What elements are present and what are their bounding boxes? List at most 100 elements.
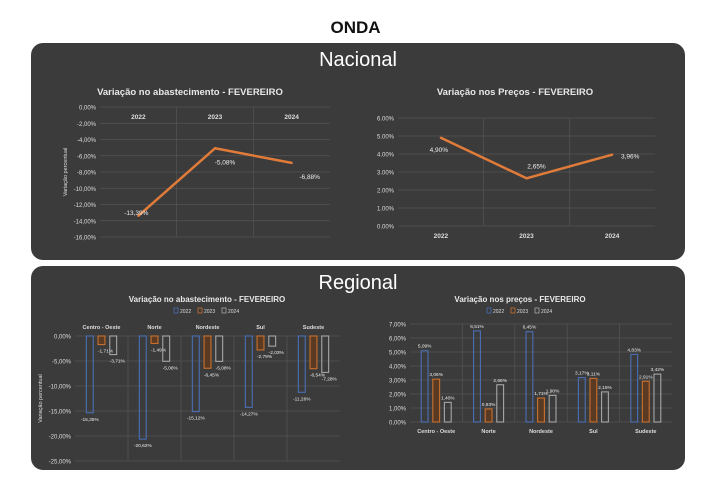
bar-2023 xyxy=(97,335,106,346)
data-label: -5,06% xyxy=(163,365,179,371)
legend-swatch-2024 xyxy=(534,307,540,314)
page-title: ONDA xyxy=(330,18,381,37)
bar-2024 xyxy=(215,335,224,362)
data-label: 1,71% xyxy=(534,391,548,397)
national-heading: Nacional xyxy=(319,49,397,71)
data-point xyxy=(610,153,614,156)
data-label: 3,42% xyxy=(651,367,665,373)
data-label: -3,71% xyxy=(110,359,126,365)
regional-heading: Regional xyxy=(318,272,398,294)
legend-label: 2023 xyxy=(204,309,215,315)
data-label: 0,93% xyxy=(482,402,496,408)
data-label: -5,08% xyxy=(215,159,236,166)
y-tick-label: 4,00% xyxy=(389,365,407,371)
legend-label: 2022 xyxy=(180,309,191,315)
y-tick-label: -12,00% xyxy=(74,203,97,209)
bar-2022 xyxy=(297,335,306,393)
legend-swatch-2023 xyxy=(510,307,516,314)
category-label: 2023 xyxy=(519,233,534,240)
bar-2024 xyxy=(321,335,330,373)
y-tick-label: 7,00% xyxy=(389,323,407,329)
y-tick-label: 0,00% xyxy=(79,106,97,112)
y-tick-label: 3,00% xyxy=(389,379,407,385)
bar-2024 xyxy=(443,401,452,423)
category-label: Sul xyxy=(589,429,598,435)
data-label: -15,35% xyxy=(81,417,100,423)
bar-2023 xyxy=(150,335,159,344)
y-tick-label: -16,00% xyxy=(74,236,97,242)
y-tick-label: 5,00% xyxy=(389,351,407,357)
data-label: -6,88% xyxy=(299,174,320,181)
bar-2022 xyxy=(85,335,94,414)
data-label: 4,90% xyxy=(430,147,449,154)
data-label: -20,62% xyxy=(134,443,153,449)
legend-label: 2024 xyxy=(541,309,552,315)
legend-swatch-2022 xyxy=(173,307,179,314)
y-tick-label: -10,00% xyxy=(49,385,72,391)
data-label: -6,45% xyxy=(204,372,220,378)
data-label: -14,27% xyxy=(240,411,259,417)
data-label: -2,79% xyxy=(257,354,273,360)
category-label: Sudeste xyxy=(635,429,656,435)
data-label: 3,17% xyxy=(575,371,589,377)
category-label: Nordeste xyxy=(529,429,553,435)
y-tick-label: 3.00% xyxy=(377,171,395,177)
bar-2022 xyxy=(191,335,200,413)
data-label: -13,39% xyxy=(124,210,148,217)
data-label: 3,11% xyxy=(587,371,601,377)
data-label: -2,03% xyxy=(269,350,285,356)
y-tick-label: 5.00% xyxy=(377,135,395,141)
data-label: 2,65% xyxy=(527,163,546,170)
data-point xyxy=(213,147,217,150)
bar-2024 xyxy=(653,373,662,423)
data-label: 6,45% xyxy=(523,325,537,331)
category-label: 2023 xyxy=(208,114,223,121)
national-panel: Nacional xyxy=(31,43,685,260)
y-tick-label: 6,00% xyxy=(389,337,407,343)
y-tick-label: -5,00% xyxy=(52,360,72,366)
category-label: Norte xyxy=(481,429,495,435)
category-label: Centro - Oeste xyxy=(83,325,121,331)
data-label: 4,83% xyxy=(627,347,641,353)
legend-swatch-2023 xyxy=(197,307,203,314)
data-label: -6,54% xyxy=(310,373,326,379)
data-label: 1,90% xyxy=(546,388,560,394)
category-label: Norte xyxy=(147,325,161,331)
y-tick-label: 2.00% xyxy=(377,189,395,195)
y-tick-label: -2,00% xyxy=(77,122,97,128)
nat-supply-title: Variação no abastecimento - FEVEREIRO xyxy=(97,87,283,98)
category-label: 2024 xyxy=(284,114,299,121)
data-point xyxy=(525,177,528,180)
bar-2022 xyxy=(577,377,586,423)
bar-2023 xyxy=(432,378,441,423)
data-label: -5,08% xyxy=(216,365,232,371)
category-label: 2022 xyxy=(131,114,146,121)
data-label: 6,51% xyxy=(470,324,484,330)
y-axis-label: Variação percentual xyxy=(63,148,69,197)
bar-2024 xyxy=(268,335,277,347)
bar-2022 xyxy=(138,335,147,440)
bar-2024 xyxy=(548,394,557,423)
data-label: -1,71% xyxy=(98,349,114,355)
category-label: 2024 xyxy=(605,233,620,240)
data-label: 3,06% xyxy=(429,372,443,378)
y-tick-label: 0.00% xyxy=(377,225,395,231)
bar-2022 xyxy=(473,330,481,423)
y-tick-label: 0,00% xyxy=(389,421,407,427)
y-tick-label: -15,00% xyxy=(49,410,72,416)
y-axis-label: Variação percentual xyxy=(38,374,44,423)
y-tick-label: 2,00% xyxy=(389,393,407,399)
y-tick-label: 1.00% xyxy=(377,207,395,213)
y-tick-label: 4.00% xyxy=(377,153,395,159)
bar-2022 xyxy=(420,350,429,423)
bar-2023 xyxy=(589,377,598,423)
category-label: Sul xyxy=(256,325,265,331)
bar-2023 xyxy=(537,397,545,423)
y-tick-label: -20,00% xyxy=(49,435,72,441)
data-point xyxy=(290,161,293,165)
y-tick-label: -10,00% xyxy=(74,187,97,193)
reg-prices-title: Variação nos preços - FEVEREIRO xyxy=(454,295,585,304)
y-tick-label: -25,00% xyxy=(49,460,72,466)
y-tick-label: 0,00% xyxy=(54,335,72,341)
bar-2022 xyxy=(525,331,534,423)
